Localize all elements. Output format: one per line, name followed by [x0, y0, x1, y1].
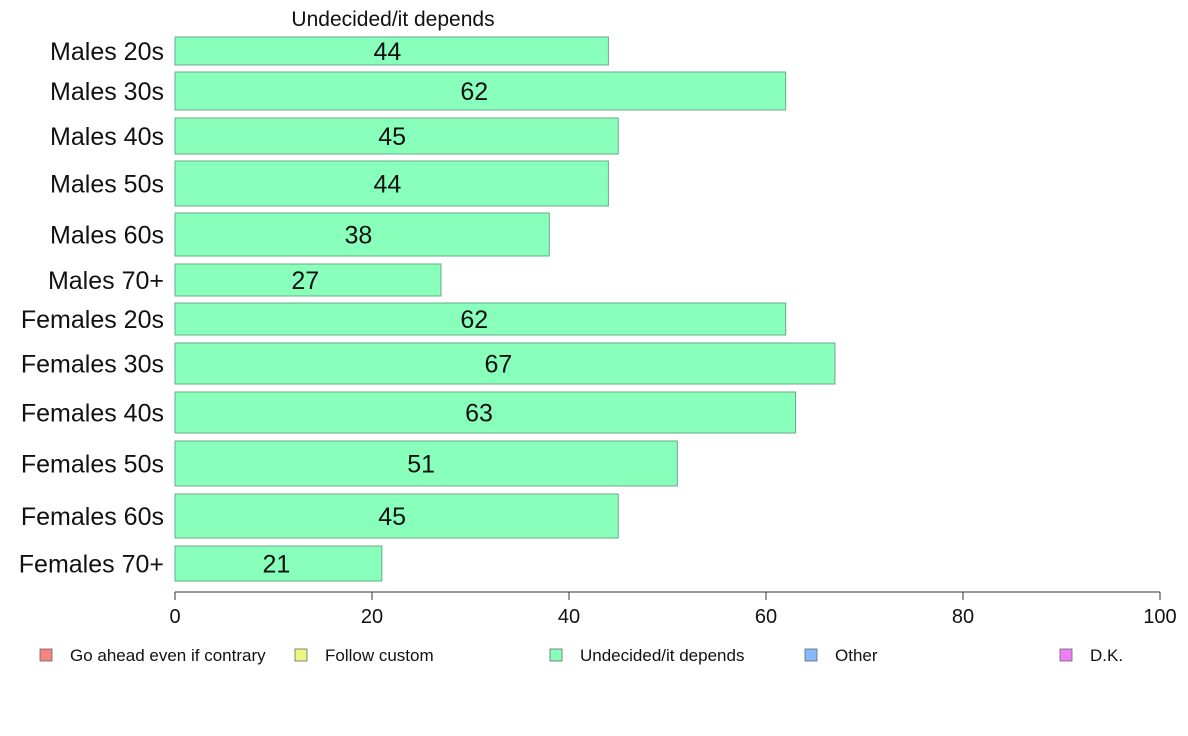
data-label: 21 [262, 551, 290, 579]
legend-swatch [1059, 648, 1073, 662]
category-label: Females 70+ [19, 551, 164, 579]
bar [174, 302, 787, 336]
legend-item: Undecided/it depends [549, 646, 744, 665]
legend: Go ahead even if contrary Follow custom Un… [39, 646, 1123, 665]
category-label: Males 60s [50, 222, 164, 250]
legend-label: Other [835, 646, 878, 665]
x-tick-label: 40 [558, 606, 580, 628]
bars-layer: Males 20s 44 Males 30s 62 Males 40s 45 Males 5… [19, 36, 836, 582]
data-label: 44 [373, 171, 401, 199]
bar-row: Males 30s 62 [50, 71, 787, 111]
x-tick-label: 80 [952, 606, 974, 628]
x-tick-label: 20 [361, 606, 383, 628]
bar-row: Females 20s 62 [21, 302, 787, 336]
data-label: 62 [460, 306, 488, 334]
category-label: Males 70+ [48, 267, 164, 295]
data-label: 45 [378, 503, 406, 531]
bar-row: Females 60s 45 [21, 493, 619, 539]
data-label: 27 [291, 267, 319, 295]
bar [174, 160, 609, 207]
legend-label: Undecided/it depends [580, 646, 744, 665]
data-label: 51 [407, 451, 435, 479]
bar [174, 36, 609, 66]
bar [174, 342, 836, 385]
bar [174, 71, 787, 111]
category-label: Males 20s [50, 38, 164, 66]
category-label: Males 40s [50, 123, 164, 151]
legend-item: Other [804, 646, 878, 665]
bar-row: Females 30s 67 [21, 342, 836, 385]
bar-row: Males 50s 44 [50, 160, 609, 207]
category-label: Females 50s [21, 451, 164, 479]
data-label: 63 [465, 400, 493, 428]
legend-item: Follow custom [294, 646, 434, 665]
data-label: 44 [373, 38, 401, 66]
x-tick-label: 100 [1143, 606, 1176, 628]
bar-row: Females 40s 63 [21, 391, 797, 434]
legend-item: D.K. [1059, 646, 1123, 665]
bar [174, 391, 797, 434]
data-label: 67 [484, 351, 512, 379]
legend-swatch [804, 648, 818, 662]
bar-row: Males 70+ 27 [48, 263, 442, 297]
data-label: 62 [460, 78, 488, 106]
legend-item: Go ahead even if contrary [39, 646, 266, 665]
bar [174, 263, 442, 297]
bar-row: Males 60s 38 [50, 212, 550, 257]
legend-swatch [294, 648, 308, 662]
bar-row: Females 50s 51 [21, 440, 678, 487]
category-label: Females 60s [21, 503, 164, 531]
category-label: Females 30s [21, 351, 164, 379]
category-label: Females 20s [21, 306, 164, 334]
category-label: Males 50s [50, 171, 164, 199]
category-label: Females 40s [21, 400, 164, 428]
bar-row: Females 70+ 21 [19, 545, 383, 582]
legend-label: D.K. [1090, 646, 1123, 665]
category-label: Males 30s [50, 78, 164, 106]
bar [174, 545, 383, 582]
x-tick-label: 60 [755, 606, 777, 628]
legend-label: Go ahead even if contrary [70, 646, 266, 665]
data-label: 38 [345, 222, 373, 250]
bar-row: Males 20s 44 [50, 36, 609, 66]
legend-swatch [39, 648, 53, 662]
legend-swatch [549, 648, 563, 662]
chart-title: Undecided/it depends [291, 8, 494, 31]
data-label: 45 [378, 123, 406, 151]
x-tick-label: 0 [169, 606, 180, 628]
legend-label: Follow custom [325, 646, 434, 665]
bar-row: Males 40s 45 [50, 117, 619, 155]
bar [174, 440, 678, 487]
bar [174, 117, 619, 155]
x-axis: 0 20 40 60 80 100 [169, 591, 1177, 628]
bar [174, 493, 619, 539]
bar [174, 212, 550, 257]
